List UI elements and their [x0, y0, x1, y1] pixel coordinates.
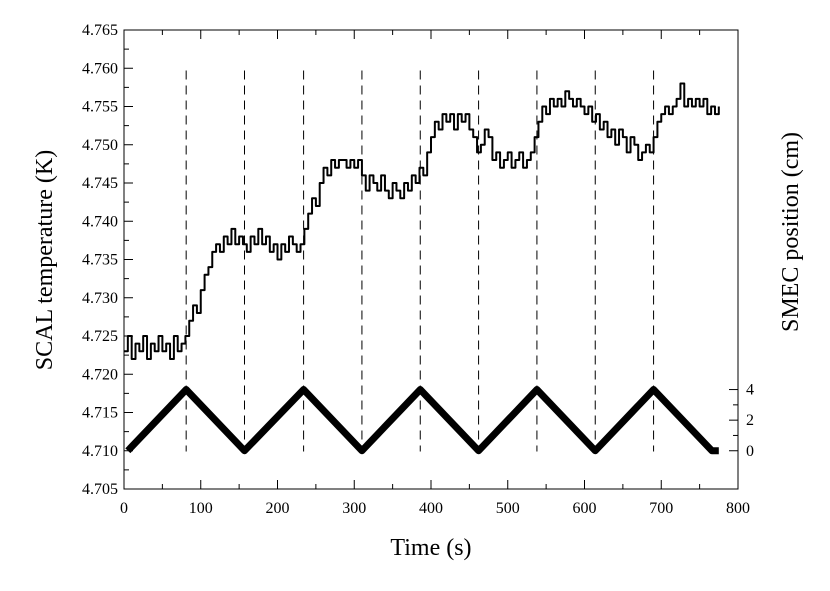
y-tick-label: 4.730 — [82, 290, 118, 307]
y-tick-label: 4.755 — [82, 99, 118, 116]
x-axis-ticks: 0 100 200 300 400 500 600 700 800 — [120, 30, 750, 517]
y-axis-title: SCAL temperature (K) — [32, 150, 58, 370]
y2-tick-label: 4 — [746, 382, 754, 399]
x-tick-label: 600 — [573, 500, 597, 517]
y2-tick-label: 2 — [746, 412, 754, 429]
x-tick-label: 500 — [496, 500, 520, 517]
y-tick-label: 4.725 — [82, 328, 118, 345]
x-tick-label: 400 — [419, 500, 443, 517]
x-tick-label: 200 — [266, 500, 290, 517]
y-axis-ticks: 4.705 4.710 4.715 4.720 4.725 4.730 4.735 4.740… — [82, 22, 133, 498]
y2-tick-label: 0 — [746, 443, 754, 460]
x-tick-label: 300 — [342, 500, 366, 517]
y2-axis-title: SMEC position (cm) — [778, 132, 804, 332]
y2-axis-ticks: 0 2 4 — [729, 382, 754, 460]
y-tick-label: 4.765 — [82, 22, 118, 39]
y-tick-label: 4.760 — [82, 60, 118, 77]
y-tick-label: 4.710 — [82, 443, 118, 460]
y-tick-label: 4.745 — [82, 175, 118, 192]
y-tick-label: 4.740 — [82, 213, 118, 230]
y-tick-label: 4.735 — [82, 252, 118, 269]
x-tick-label: 0 — [120, 500, 128, 517]
x-axis-title: Time (s) — [390, 535, 471, 561]
y-tick-label: 4.750 — [82, 137, 118, 154]
x-tick-label: 700 — [649, 500, 673, 517]
x-tick-label: 800 — [726, 500, 750, 517]
series-layer — [124, 82, 720, 455]
x-tick-label: 100 — [189, 500, 213, 517]
y-tick-label: 4.715 — [82, 405, 118, 422]
scal-temperature-series-line — [124, 82, 720, 360]
y-tick-label: 4.720 — [82, 366, 118, 383]
smec-position-series-line — [125, 386, 719, 455]
y-tick-label: 4.705 — [82, 481, 118, 498]
